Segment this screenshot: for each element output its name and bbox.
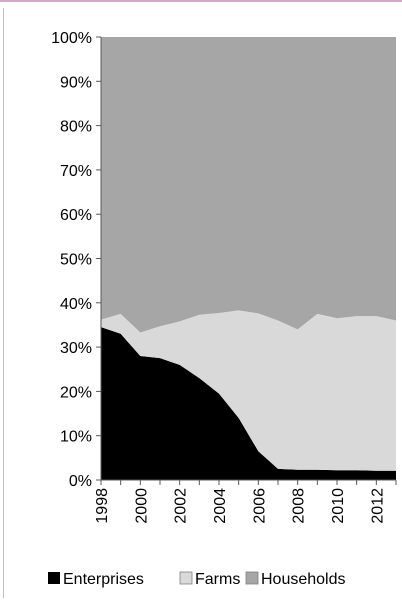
legend-item-households: Households — [245, 571, 346, 588]
legend: Enterprises Farms Households — [48, 571, 346, 588]
x-axis-ticks: 1998 2000 2002 2004 2006 2008 2010 2012 — [94, 480, 397, 524]
legend-label-households: Households — [261, 571, 346, 588]
legend-label-farms: Farms — [195, 571, 240, 588]
plot-areas — [101, 37, 396, 480]
area-enterprises — [101, 327, 396, 480]
x-tick-label: 1998 — [94, 488, 111, 524]
y-tick-label: 20% — [60, 384, 92, 401]
legend-swatch-households — [245, 571, 259, 585]
y-axis-ticks: 0% 10% 20% 30% 40% 50% 60% 70% 80% 90% 100% — [51, 30, 101, 490]
legend-item-farms: Farms — [179, 571, 240, 588]
legend-item-enterprises: Enterprises — [48, 571, 144, 588]
x-tick-label: 2004 — [212, 488, 229, 524]
x-tick-label: 2002 — [173, 488, 190, 524]
area-farms — [101, 310, 396, 471]
x-tick-label: 2000 — [133, 488, 150, 524]
legend-swatch-enterprises — [48, 572, 60, 584]
x-tick-label: 2008 — [291, 488, 308, 524]
y-tick-label: 70% — [60, 163, 92, 180]
legend-swatch-farms — [179, 571, 193, 585]
y-tick-label: 60% — [60, 207, 92, 224]
y-tick-label: 40% — [60, 296, 92, 313]
chart-frame — [3, 8, 399, 598]
y-tick-label: 10% — [60, 429, 92, 446]
y-tick-label: 50% — [60, 252, 92, 269]
x-tick-label: 2006 — [251, 488, 268, 524]
area-households — [101, 37, 396, 333]
y-tick-label: 80% — [60, 119, 92, 136]
x-tick-label: 2010 — [330, 488, 347, 524]
y-tick-label: 30% — [60, 340, 92, 357]
x-tick-label: 2012 — [369, 488, 386, 524]
y-tick-label: 90% — [60, 74, 92, 91]
y-tick-label: 0% — [69, 473, 92, 490]
y-tick-label: 100% — [51, 30, 92, 47]
legend-label-enterprises: Enterprises — [63, 571, 144, 588]
top-accent-line — [0, 0, 402, 2]
